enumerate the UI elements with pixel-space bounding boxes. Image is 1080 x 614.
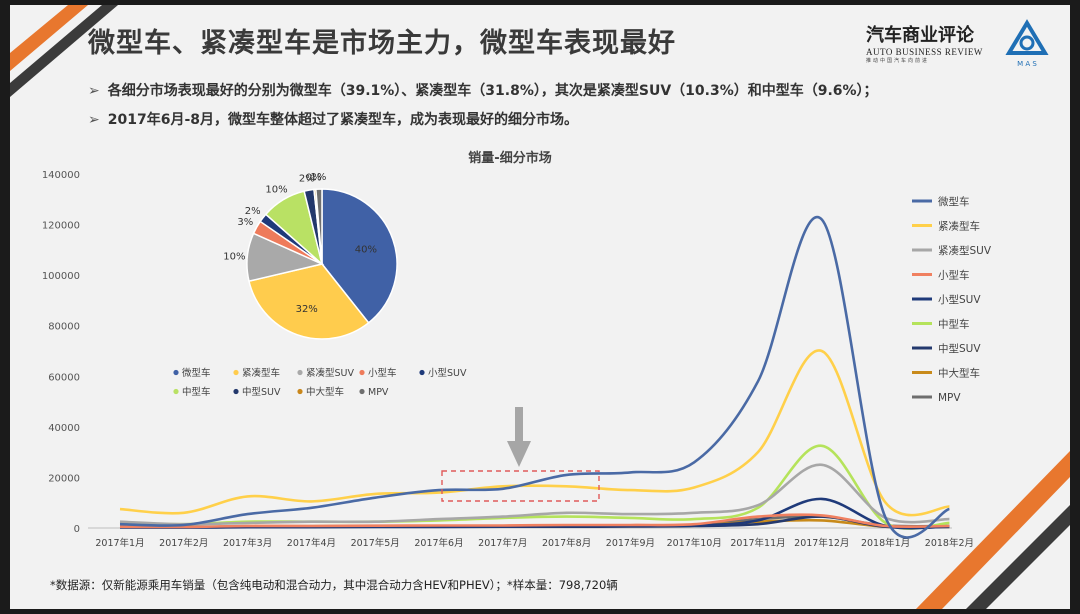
- legend-label: 紧凑型车: [938, 220, 980, 233]
- bullet-1: ➢ 各细分市场表现最好的分别为微型车（39.1%）、紧凑型车（31.8%），其次是…: [88, 80, 878, 100]
- pie-legend-label: 紧凑型车: [242, 367, 280, 379]
- pie-legend-label: 中型车: [182, 386, 211, 398]
- bullet-2-text: 2017年6月-8月，微型车整体超过了紧凑型车，成为表现最好的细分市场。: [107, 112, 578, 128]
- pie-legend-marker: [233, 369, 239, 376]
- pie-legend-marker: [359, 388, 365, 395]
- chart-title: 销量-细分市场: [468, 150, 551, 166]
- bullet-marker: ➢: [88, 112, 100, 128]
- abr-logo: 汽车商业评论 AUTO BUSINESS REVIEW 推动中国汽车向前进: [866, 21, 983, 64]
- pie-legend-marker: [173, 388, 179, 395]
- x-tick-label: 2017年12月: [794, 537, 849, 549]
- pie-slice: [315, 188, 323, 265]
- pie-legend-marker: [359, 369, 365, 376]
- y-tick-label: 20000: [48, 473, 80, 484]
- series-line: [119, 463, 950, 526]
- pie-legend-label: MPV: [368, 387, 389, 398]
- x-tick-label: 2017年9月: [606, 537, 655, 549]
- x-tick-label: 2017年2月: [159, 537, 208, 549]
- y-tick-label: 120000: [42, 221, 80, 232]
- series-line: [119, 215, 950, 539]
- y-tick-label: 80000: [48, 322, 80, 333]
- legend-label: 小型SUV: [938, 293, 981, 306]
- mas-circle-icon: [1019, 35, 1035, 51]
- logo-chinese-text: 汽车商业评论: [866, 25, 974, 46]
- bullet-marker: ➢: [88, 83, 100, 99]
- pie-data-label: 3%: [237, 217, 253, 228]
- pie-legend-label: 小型车: [368, 367, 397, 379]
- x-tick-label: 2017年3月: [223, 537, 272, 549]
- pie-data-label: 40%: [355, 245, 377, 256]
- legend-label: 中型车: [938, 318, 970, 331]
- pie-legend-label: 中大型车: [306, 386, 344, 398]
- legend-label: 中大型车: [938, 367, 980, 380]
- legend-label: 中型SUV: [938, 342, 981, 355]
- series-line: [119, 513, 950, 529]
- x-tick-label: 2017年4月: [287, 537, 336, 549]
- pie-legend: 微型车 紧凑型车 紧凑型SUV 小型车 小型SUV 中型车 中型SUV 中大型车 MPV: [173, 367, 467, 398]
- pie-data-label: 32%: [296, 304, 318, 315]
- y-axis-ticks: 0 20000 40000 60000 80000 100000 120000 140000: [42, 170, 80, 535]
- pie-legend-label: 小型SUV: [428, 368, 467, 379]
- pie-data-label: 1%: [310, 172, 326, 183]
- y-tick-label: 100000: [42, 271, 80, 282]
- y-tick-label: 60000: [48, 372, 80, 383]
- y-tick-label: 40000: [48, 423, 80, 434]
- y-tick-label: 140000: [42, 170, 80, 181]
- legend-label: 微型车: [938, 195, 970, 208]
- x-tick-label: 2017年6月: [414, 537, 463, 549]
- legend-label: MPV: [938, 392, 961, 404]
- x-tick-label: 2017年10月: [667, 537, 722, 549]
- x-tick-label: 2017年11月: [730, 537, 785, 549]
- pie-data-label: 10%: [265, 185, 287, 196]
- legend-label: 紧凑型SUV: [938, 244, 992, 257]
- mas-triangle-icon: [1005, 19, 1049, 55]
- pie-legend-marker: [419, 369, 425, 376]
- pie-legend-marker: [297, 388, 303, 395]
- pie-legend-label: 紧凑型SUV: [306, 367, 354, 379]
- page-title: 微型车、紧凑型车是市场主力，微型车表现最好: [88, 28, 676, 59]
- pie-legend-label: 微型车: [182, 367, 211, 379]
- x-tick-label: 2018年2月: [925, 537, 974, 549]
- footnote: *数据源：仅新能源乘用车销量（包含纯电动和混合动力，其中混合动力含HEV和PHE…: [50, 578, 618, 592]
- mas-text: M A S: [1017, 60, 1037, 68]
- series-lines: [119, 215, 950, 539]
- down-arrow-icon: [507, 407, 531, 467]
- bullet-1-text: 各细分市场表现最好的分别为微型车（39.1%）、紧凑型车（31.8%），其次是紧…: [107, 83, 878, 99]
- slide: 微型车、紧凑型车是市场主力，微型车表现最好 ➢ 各细分市场表现最好的分别为微型车（…: [10, 5, 1070, 609]
- pie-data-label: 0%: [306, 172, 322, 183]
- pie-slice: [248, 263, 370, 340]
- pie-slice: [321, 188, 398, 324]
- pie-data-label: 10%: [223, 252, 245, 263]
- x-axis-ticks: 2017年1月 2017年2月 2017年3月 2017年4月 2017年5月 2017年…: [95, 537, 974, 549]
- legend-label: 小型车: [938, 269, 970, 282]
- pie-legend-label: 中型SUV: [242, 386, 281, 398]
- pie-legend-marker: [297, 369, 303, 376]
- x-tick-label: 2017年1月: [95, 537, 144, 549]
- x-tick-label: 2017年7月: [478, 537, 527, 549]
- bullet-2: ➢ 2017年6月-8月，微型车整体超过了紧凑型车，成为表现最好的细分市场。: [88, 109, 578, 129]
- y-tick-label: 0: [74, 524, 80, 535]
- sales-chart: 销量-细分市场 0 20000 40000 60000 80000 100000 12000…: [42, 150, 992, 549]
- logo-english-text: AUTO BUSINESS REVIEW: [866, 47, 983, 57]
- mas-logo: M A S: [1005, 19, 1049, 68]
- x-tick-label: 2018年1月: [861, 537, 910, 549]
- series-line: [119, 349, 950, 517]
- pie-data-label: 2%: [245, 206, 261, 217]
- x-tick-label: 2017年8月: [542, 537, 591, 549]
- pie-legend-marker: [173, 369, 179, 376]
- pie-data-label: 2%: [299, 173, 315, 184]
- x-tick-label: 2017年5月: [351, 537, 400, 549]
- pie-chart: 40%32%10%3%2%10%2%0%1%: [223, 172, 398, 340]
- logo-slogan-text: 推动中国汽车向前进: [866, 58, 930, 64]
- pie-legend-marker: [233, 388, 239, 395]
- highlight-box: [441, 470, 600, 502]
